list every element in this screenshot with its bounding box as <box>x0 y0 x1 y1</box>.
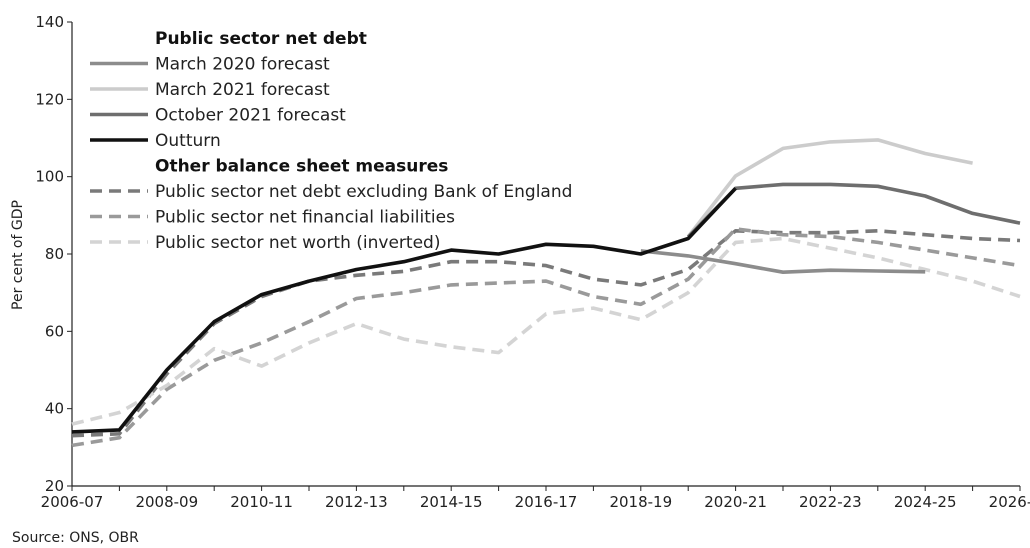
series-line-october-2021-forecast <box>686 182 1021 239</box>
legend-entry: March 2021 forecast <box>155 80 330 100</box>
legend-heading-other: Other balance sheet measures <box>155 157 448 177</box>
legend-entry: March 2020 forecast <box>155 55 330 75</box>
x-tick-label: 2024-25 <box>894 493 957 511</box>
y-tick-label: 60 <box>45 322 64 340</box>
axes-layer: 20 40 60 80 100 120 140 2006-07 2008-09 2010-11 20… <box>35 13 1030 511</box>
x-tick-label: 2008-09 <box>135 493 198 511</box>
y-axis-label: Per cent of GDP <box>10 200 26 310</box>
series-layer <box>71 138 1021 448</box>
y-tick-label: 100 <box>35 168 64 186</box>
series-line-outturn <box>71 187 737 434</box>
y-tick-label: 80 <box>45 245 64 263</box>
x-tick-label: 2016-17 <box>515 493 578 511</box>
series-line-march-2020-forecast <box>640 249 926 274</box>
y-tick-label: 40 <box>45 400 64 418</box>
y-tick-label: 120 <box>35 90 64 108</box>
legend-entry: Outturn <box>155 131 221 151</box>
x-tick-label: 2014-15 <box>420 493 483 511</box>
x-tick-label: 2018-19 <box>609 493 672 511</box>
x-tick-label: 2012-13 <box>325 493 388 511</box>
y-tick-label: 140 <box>35 13 64 31</box>
series-line-public-sector-net-debt-excluding-bank-of-england <box>71 229 1021 438</box>
series-line-public-sector-net-worth-inverted <box>71 236 1021 426</box>
legend-entry: October 2021 forecast <box>155 106 346 126</box>
x-tick-label: 2006-07 <box>41 493 104 511</box>
series-line-march-2021-forecast <box>686 138 973 238</box>
x-tick-label: 2020-21 <box>704 493 767 511</box>
series-line-public-sector-net-financial-liabilities <box>71 227 1021 448</box>
legend-heading-debt: Public sector net debt <box>155 29 367 49</box>
legend-entry: Public sector net worth (inverted) <box>155 233 440 253</box>
legend-entry: Public sector net financial liabilities <box>155 208 455 228</box>
x-tick-label: 2022-23 <box>799 493 862 511</box>
source-note: Source: ONS, OBR <box>12 530 139 546</box>
y-tick-label: 20 <box>45 477 64 495</box>
legend: Public sector net debt March 2020 forecas… <box>90 29 572 253</box>
x-tick-label: 2010-11 <box>230 493 293 511</box>
x-tick-label: 2026-27 <box>989 493 1030 511</box>
legend-entry: Public sector net debt excluding Bank of… <box>155 182 572 202</box>
